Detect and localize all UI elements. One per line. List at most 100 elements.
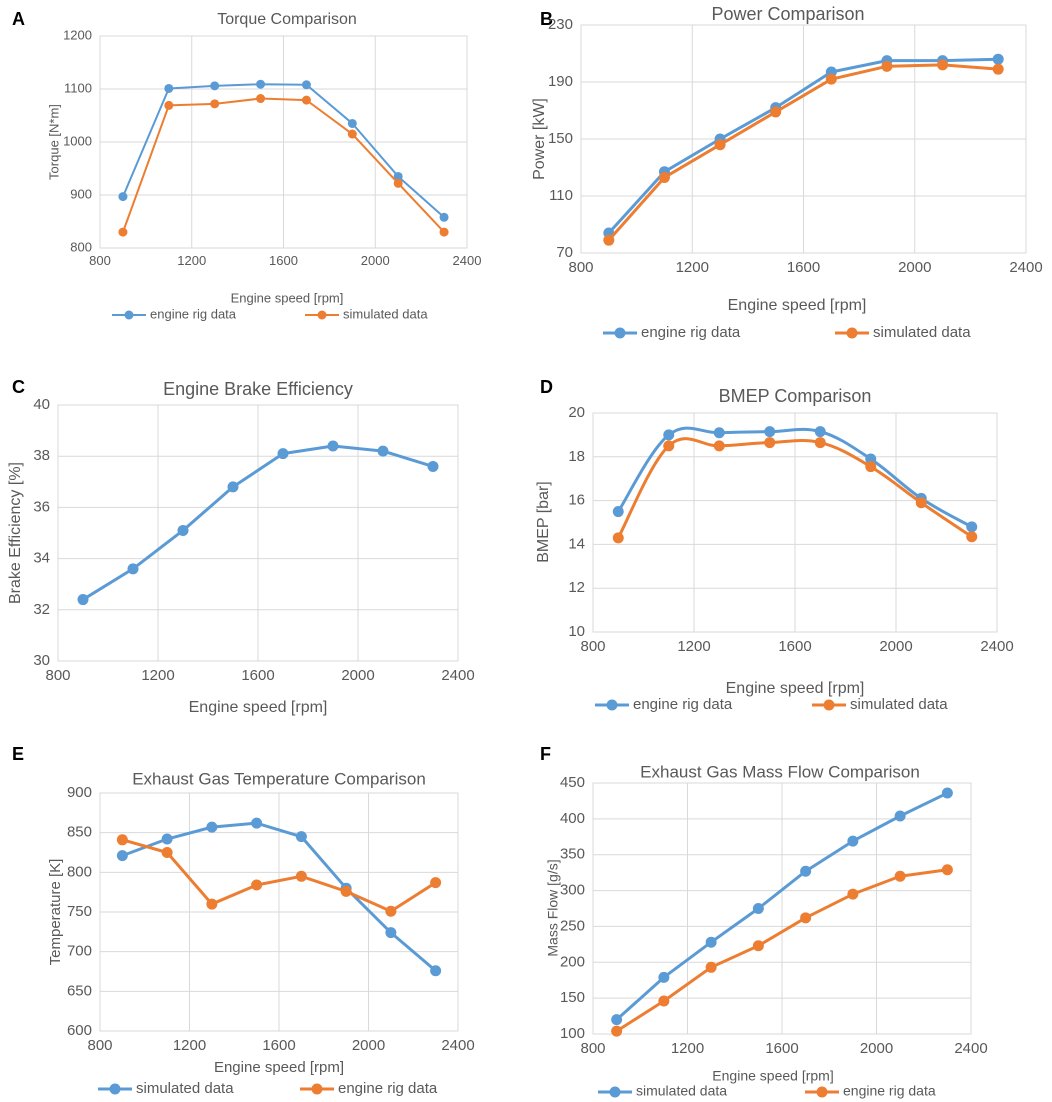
panel-label: C xyxy=(12,377,25,397)
chart-title: BMEP Comparison xyxy=(719,386,872,406)
x-tick-label: 1600 xyxy=(778,638,811,655)
y-tick-label: 250 xyxy=(560,917,585,934)
x-tick-label: 2000 xyxy=(860,1040,893,1057)
data-point xyxy=(430,877,442,889)
legend-label: simulated data xyxy=(873,324,971,341)
data-point xyxy=(814,437,826,449)
x-tick-label: 800 xyxy=(89,253,111,268)
y-axis-label: Brake Efficiency [%] xyxy=(7,462,24,604)
data-point xyxy=(164,83,174,93)
data-point xyxy=(603,234,615,246)
y-tick-label: 400 xyxy=(560,810,585,827)
x-tick-label: 2000 xyxy=(898,259,931,276)
data-point xyxy=(77,594,89,606)
x-tick-label: 2000 xyxy=(352,1037,385,1054)
series-line-2 xyxy=(607,63,999,242)
x-tick-label: 800 xyxy=(568,259,593,276)
data-point xyxy=(658,171,670,183)
y-tick-label: 700 xyxy=(67,943,92,960)
y-tick-label: 190 xyxy=(548,73,573,90)
data-point xyxy=(206,821,218,833)
data-point xyxy=(825,73,837,85)
data-point xyxy=(881,60,893,72)
legend-marker xyxy=(609,1086,621,1098)
legend-marker xyxy=(109,1083,121,1095)
series-line-1 xyxy=(121,821,437,972)
legend-marker xyxy=(317,310,327,320)
data-point xyxy=(764,426,776,438)
legend: engine rig data simulated data xyxy=(595,696,948,713)
series-line-2 xyxy=(121,838,437,913)
y-tick-label: 800 xyxy=(67,863,92,880)
data-point xyxy=(385,927,397,939)
chart-title: Torque Comparison xyxy=(217,11,357,28)
y-tick-label: 40 xyxy=(33,396,50,413)
y-tick-label: 300 xyxy=(560,882,585,899)
data-point xyxy=(966,521,978,533)
y-tick-label: 800 xyxy=(70,239,92,254)
chart-panel-b: B Power Comparison 800 1200 1600 2000 2400 70 11… xyxy=(531,4,1042,341)
data-point xyxy=(295,831,307,843)
x-tick-label: 2400 xyxy=(441,667,474,684)
legend-marker xyxy=(311,1083,323,1095)
y-tick-label: 10 xyxy=(568,623,585,640)
x-tick-label: 1200 xyxy=(676,259,709,276)
y-tick-label: 350 xyxy=(560,846,585,863)
x-tick-label: 1200 xyxy=(141,667,174,684)
x-tick-label: 1200 xyxy=(671,1040,704,1057)
legend-label: simulated data xyxy=(636,1083,727,1099)
plot-area xyxy=(592,412,998,633)
y-axis-label: Power [kW] xyxy=(531,98,548,180)
y-tick-label: 32 xyxy=(33,601,50,618)
data-point xyxy=(800,865,812,877)
series-line-1 xyxy=(615,791,949,1021)
legend-label: engine rig data xyxy=(338,1080,438,1097)
y-tick-label: 30 xyxy=(33,652,50,669)
plot-area xyxy=(580,24,1027,254)
data-point xyxy=(705,961,717,973)
data-point xyxy=(118,192,128,202)
legend-label: simulated data xyxy=(850,696,948,713)
plot-area xyxy=(592,782,972,1035)
legend-label: engine rig data xyxy=(641,324,741,341)
legend-label: engine rig data xyxy=(633,696,733,713)
x-tick-label: 800 xyxy=(580,638,605,655)
data-point xyxy=(658,971,670,983)
x-tick-label: 800 xyxy=(45,667,70,684)
x-tick-label: 2000 xyxy=(879,638,912,655)
legend-marker xyxy=(846,327,858,339)
data-point xyxy=(301,95,311,105)
legend-label: simulated data xyxy=(136,1080,234,1097)
data-point xyxy=(430,965,442,977)
x-tick-label: 2000 xyxy=(341,667,374,684)
legend-marker xyxy=(606,699,618,711)
chart-title: Engine Brake Efficiency xyxy=(163,379,353,399)
data-point xyxy=(612,532,624,544)
legend: simulated data engine rig data xyxy=(98,1080,438,1097)
data-point xyxy=(347,118,357,128)
data-point xyxy=(611,1014,623,1026)
data-point xyxy=(894,810,906,822)
data-point xyxy=(251,879,263,891)
y-tick-label: 900 xyxy=(70,186,92,201)
y-tick-label: 200 xyxy=(560,953,585,970)
data-point xyxy=(116,850,128,862)
data-point xyxy=(941,787,953,799)
y-tick-label: 150 xyxy=(560,989,585,1006)
data-point xyxy=(713,440,725,452)
data-point xyxy=(161,833,173,845)
data-point xyxy=(393,178,403,188)
data-point xyxy=(377,445,389,457)
x-tick-label: 1600 xyxy=(241,667,274,684)
chart-panel-d: D BMEP Comparison 800 1200 1600 2000 2400 10 12 1… xyxy=(535,377,1013,713)
y-tick-label: 1200 xyxy=(63,27,92,42)
y-axis-label: Temperature [K] xyxy=(47,859,64,966)
data-point xyxy=(800,912,812,924)
data-point xyxy=(865,453,877,465)
legend: engine rig data simulated data xyxy=(603,324,971,341)
x-tick-label: 2400 xyxy=(453,253,482,268)
data-point xyxy=(894,870,906,882)
y-tick-label: 600 xyxy=(67,1022,92,1039)
y-tick-label: 1000 xyxy=(63,133,92,148)
y-tick-label: 900 xyxy=(67,784,92,801)
